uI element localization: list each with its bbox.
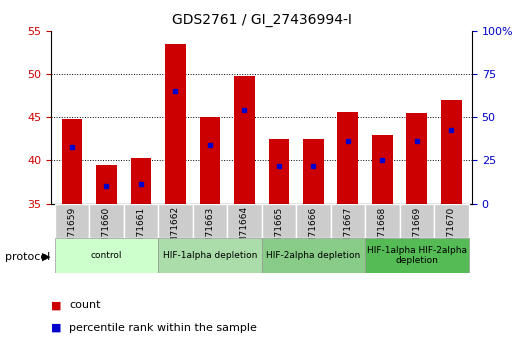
Bar — [193, 204, 227, 238]
Text: GSM71664: GSM71664 — [240, 206, 249, 255]
Bar — [365, 204, 400, 238]
Text: GSM71662: GSM71662 — [171, 206, 180, 255]
Text: GSM71660: GSM71660 — [102, 206, 111, 256]
Text: GSM71670: GSM71670 — [447, 206, 456, 256]
Bar — [296, 204, 330, 238]
Bar — [262, 204, 296, 238]
Text: GSM71665: GSM71665 — [274, 206, 283, 256]
Text: HIF-1alpha HIF-2alpha
depletion: HIF-1alpha HIF-2alpha depletion — [367, 246, 467, 265]
Title: GDS2761 / GI_27436994-I: GDS2761 / GI_27436994-I — [172, 13, 351, 27]
Text: protocol: protocol — [5, 252, 50, 262]
Bar — [338, 112, 358, 204]
Bar — [158, 238, 262, 273]
Bar — [434, 204, 468, 238]
Text: ■: ■ — [51, 300, 62, 310]
Bar — [268, 139, 289, 204]
Bar — [234, 76, 255, 204]
Bar — [89, 204, 124, 238]
Bar — [330, 204, 365, 238]
Text: GSM71661: GSM71661 — [136, 206, 146, 256]
Bar — [158, 204, 193, 238]
Text: ▶: ▶ — [42, 252, 51, 262]
Text: GSM71666: GSM71666 — [309, 206, 318, 256]
Bar — [96, 165, 117, 204]
Bar — [441, 100, 462, 204]
Text: control: control — [91, 251, 122, 260]
Bar — [62, 119, 82, 204]
Bar — [55, 238, 158, 273]
Bar — [303, 139, 324, 204]
Bar — [131, 158, 151, 204]
Bar — [400, 204, 434, 238]
Bar — [372, 135, 392, 204]
Text: GSM71663: GSM71663 — [205, 206, 214, 256]
Bar — [227, 204, 262, 238]
Bar — [165, 44, 186, 204]
Bar — [124, 204, 158, 238]
Text: GSM71667: GSM71667 — [343, 206, 352, 256]
Bar — [406, 113, 427, 204]
Text: GSM71668: GSM71668 — [378, 206, 387, 256]
Bar — [262, 238, 365, 273]
Text: GSM71669: GSM71669 — [412, 206, 421, 256]
Bar — [365, 238, 468, 273]
Bar — [55, 204, 89, 238]
Text: GSM71659: GSM71659 — [68, 206, 76, 256]
Text: ■: ■ — [51, 323, 62, 333]
Text: HIF-1alpha depletion: HIF-1alpha depletion — [163, 251, 257, 260]
Text: percentile rank within the sample: percentile rank within the sample — [69, 323, 257, 333]
Bar — [200, 117, 220, 204]
Text: HIF-2alpha depletion: HIF-2alpha depletion — [266, 251, 361, 260]
Text: count: count — [69, 300, 101, 310]
